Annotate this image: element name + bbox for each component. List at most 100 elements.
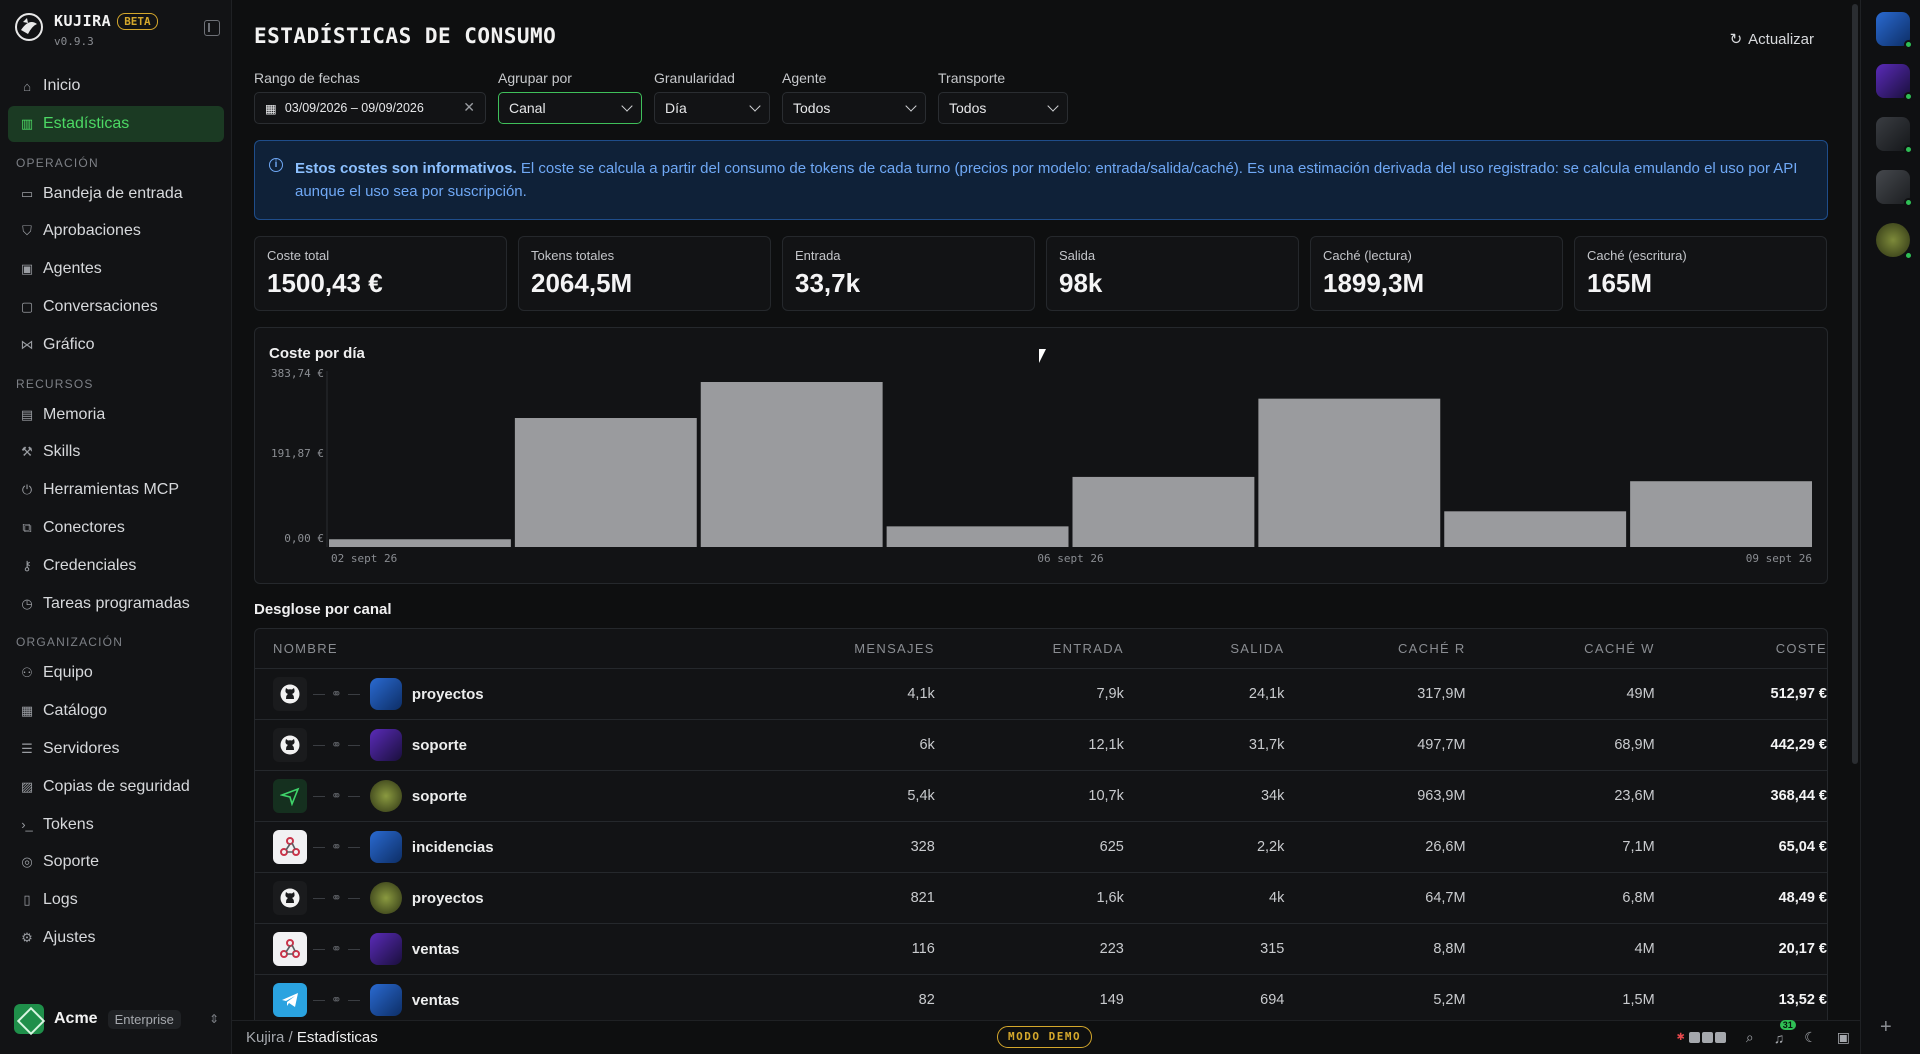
table-row[interactable]: ⚭ proyectos 4,1k 7,9k 24,1k 317,9M 49M 512,97 € — [255, 669, 1827, 720]
agent-avatar — [369, 729, 402, 761]
filter-transport: Transporte Todos — [938, 70, 1068, 124]
cell-entrada: 10,7k — [1088, 788, 1124, 804]
connector-line — [313, 846, 325, 848]
col-header-nombre[interactable]: NOMBRE — [273, 641, 338, 656]
cell-coste: 20,17 € — [1778, 941, 1827, 957]
sidebar-item-mcp[interactable]: ⏻ Herramientas MCP — [8, 472, 224, 508]
sidebar-item-label: Conversaciones — [43, 297, 158, 315]
sidebar-item-tokens[interactable]: ›_ Tokens — [8, 807, 224, 843]
link-icon: ⚭ — [331, 737, 342, 752]
cell-salida: 34k — [1260, 788, 1285, 804]
col-header-cache-r[interactable]: CACHÉ R — [1397, 641, 1466, 656]
github-icon — [273, 728, 307, 762]
sidebar-item-soporte[interactable]: ◎ Soporte — [8, 844, 224, 880]
sidebar-item-bandeja[interactable]: ▭ Bandeja de entrada — [8, 176, 224, 212]
connector-line — [347, 948, 360, 950]
section-operacion: OPERACIÓN — [16, 155, 99, 170]
col-header-cache-w[interactable]: CACHÉ W — [1584, 641, 1655, 656]
cell-cache-w: 4M — [1634, 941, 1655, 957]
sidebar-item-skills[interactable]: ⚒ Skills — [8, 434, 224, 470]
notifications-icon[interactable]: ♫ 31 — [1774, 1019, 1796, 1046]
chart-bar[interactable] — [329, 539, 511, 547]
add-agent-icon[interactable]: + — [1880, 1016, 1892, 1038]
connector-line — [313, 948, 325, 950]
plug-icon: ⏻ — [21, 482, 33, 498]
main-scrollbar[interactable] — [1852, 4, 1858, 764]
col-header-mensajes[interactable]: MENSAJES — [854, 641, 935, 656]
link-icon: ⚭ — [331, 788, 342, 803]
sidebar-item-copias[interactable]: ▨ Copias de seguridad — [8, 769, 224, 805]
breadcrumb-root[interactable]: Kujira — [246, 1029, 285, 1046]
cell-salida: 24,1k — [1248, 686, 1285, 702]
col-header-salida[interactable]: SALIDA — [1230, 641, 1285, 656]
info-banner: i Estos costes son informativos. El cost… — [254, 140, 1828, 220]
sidebar-item-conversaciones[interactable]: ▢ Conversaciones — [8, 289, 224, 325]
brand[interactable]: KUJIRA BETA v0.9.3 — [14, 12, 158, 48]
chart-bar[interactable] — [1630, 481, 1812, 547]
x-tick-label: 02 sept 26 — [331, 552, 397, 565]
chart-bar[interactable] — [1444, 511, 1627, 547]
chart-bar[interactable] — [886, 526, 1069, 547]
keyboard-shortcut-icon[interactable]: ✱ — [1676, 1032, 1726, 1043]
connector-icon: ⧉ — [22, 519, 32, 535]
online-dot — [1904, 251, 1913, 260]
clear-icon[interactable]: ✕ — [463, 99, 475, 115]
chevron-down-icon — [905, 100, 917, 112]
rail-agent-avatar[interactable] — [1876, 117, 1913, 154]
col-header-entrada[interactable]: ENTRADA — [1052, 641, 1124, 656]
transport-select[interactable]: Todos — [938, 92, 1068, 124]
theme-toggle-icon[interactable]: ☾ — [1804, 1029, 1817, 1045]
connector-line — [347, 999, 360, 1001]
search-icon[interactable]: ⌕ — [1745, 1029, 1754, 1045]
connector-line — [347, 846, 360, 848]
sidebar-item-conectores[interactable]: ⧉ Conectores — [8, 510, 224, 546]
chart-bar[interactable] — [1072, 476, 1255, 547]
sidebar-item-catalogo[interactable]: ▦ Catálogo — [8, 693, 224, 729]
rail-agent-avatar[interactable] — [1876, 170, 1913, 207]
cell-entrada: 12,1k — [1088, 737, 1124, 753]
granularity-select[interactable]: Día — [654, 92, 770, 124]
sidebar-item-aprobaciones[interactable]: ⛉ Aprobaciones — [8, 213, 224, 249]
webhook-icon — [273, 932, 307, 966]
sidebar-item-ajustes[interactable]: ⚙ Ajustes — [8, 920, 224, 956]
sidebar-item-equipo[interactable]: ⚇ Equipo — [8, 655, 224, 691]
chart-bar[interactable] — [700, 382, 883, 547]
sidebar-collapse-icon[interactable] — [204, 20, 220, 36]
org-switcher[interactable]: Acme Enterprise ⇕ — [14, 1004, 219, 1034]
table-row[interactable]: ⚭ proyectos 821 1,6k 4k 64,7M 6,8M 48,49 € — [255, 873, 1827, 924]
sidebar-item-inicio[interactable]: ⌂ Inicio — [8, 68, 224, 104]
table-row[interactable]: ⚭ ventas 116 223 315 8,8M 4M 20,17 € — [255, 924, 1827, 975]
logs-icon: ▯ — [23, 892, 31, 908]
gear-icon: ⚙ — [21, 929, 33, 945]
sidebar-item-memoria[interactable]: ▤ Memoria — [8, 397, 224, 433]
online-dot — [1904, 145, 1913, 154]
cell-salida: 694 — [1260, 992, 1285, 1008]
sidebar-item-credenciales[interactable]: ⚷ Credenciales — [8, 548, 224, 584]
sidebar-item-agentes[interactable]: ▣ Agentes — [8, 251, 224, 287]
table-row[interactable]: ⚭ incidencias 328 625 2,2k 26,6M 7,1M 65,04 € — [255, 822, 1827, 873]
filters-bar: Rango de fechas ▦ 03/09/2026 – 09/09/202… — [254, 70, 1068, 124]
rail-agent-avatar[interactable] — [1876, 64, 1913, 101]
date-range-input[interactable]: ▦ 03/09/2026 – 09/09/2026 ✕ — [254, 92, 486, 124]
sidebar-item-tareas[interactable]: ◷ Tareas programadas — [8, 586, 224, 622]
table-row[interactable]: ⚭ soporte 5,4k 10,7k 34k 963,9M 23,6M 368,44 € — [255, 771, 1827, 822]
table-row[interactable]: ⚭ ventas 82 149 694 5,2M 1,5M 13,52 € — [255, 975, 1827, 1020]
agent-select[interactable]: Todos — [782, 92, 926, 124]
table-row[interactable]: ⚭ soporte 6k 12,1k 31,7k 497,7M 68,9M 442,29 € — [255, 720, 1827, 771]
breakdown-title: Desglose por canal — [254, 601, 392, 618]
col-header-coste[interactable]: COSTE — [1775, 641, 1827, 656]
cell-mensajes: 82 — [918, 992, 935, 1008]
group-by-select[interactable]: Canal — [498, 92, 642, 124]
chart-bar[interactable] — [514, 418, 697, 547]
sidebar-item-servidores[interactable]: ☰ Servidores — [8, 731, 224, 767]
sidebar-item-logs[interactable]: ▯ Logs — [8, 882, 224, 918]
cell-cache-w: 6,8M — [1622, 890, 1655, 906]
panel-toggle-icon[interactable]: ▣ — [1836, 1029, 1850, 1045]
agent-rail — [1860, 0, 1920, 1054]
refresh-button[interactable]: ↻ Actualizar — [1730, 30, 1814, 49]
chart-bar[interactable] — [1258, 398, 1441, 547]
rail-agent-avatar[interactable] — [1876, 12, 1913, 49]
sidebar-item-grafico[interactable]: ⋈ Gráfico — [8, 327, 224, 363]
sidebar-item-estadisticas[interactable]: ▥ Estadísticas — [8, 105, 224, 142]
rail-agent-avatar[interactable] — [1876, 223, 1913, 260]
